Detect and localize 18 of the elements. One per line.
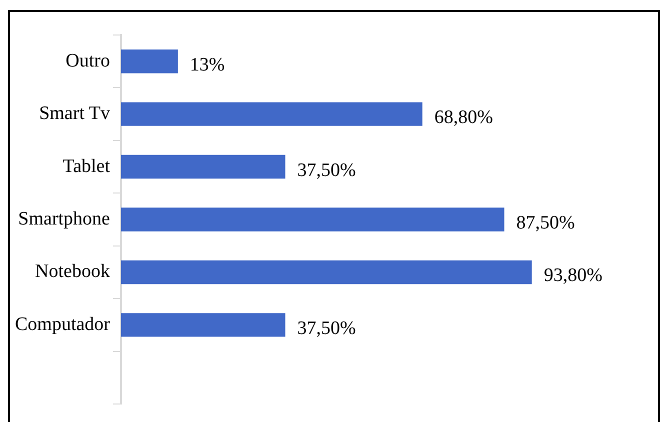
- bar: [120, 102, 422, 126]
- data-label: 37,50%: [297, 160, 356, 181]
- data-label: 93,80%: [544, 265, 603, 286]
- y-tick-label: Outro: [66, 50, 110, 72]
- y-tick-label: Tablet: [62, 156, 111, 177]
- y-tick-label: Notebook: [35, 261, 110, 282]
- bar: [120, 49, 178, 74]
- data-label: 87,50%: [516, 212, 575, 234]
- y-tick-label: Computador: [14, 314, 111, 335]
- data-label: 13%: [190, 54, 225, 76]
- bar: [120, 260, 532, 284]
- bar: [120, 154, 286, 179]
- y-tick-label: Smart Tv: [39, 103, 110, 124]
- data-label: 68,80%: [434, 107, 494, 128]
- bar: [120, 208, 504, 232]
- bar: [120, 313, 286, 337]
- y-tick-label: Smartphone: [18, 208, 110, 230]
- data-label: 37,50%: [297, 318, 356, 339]
